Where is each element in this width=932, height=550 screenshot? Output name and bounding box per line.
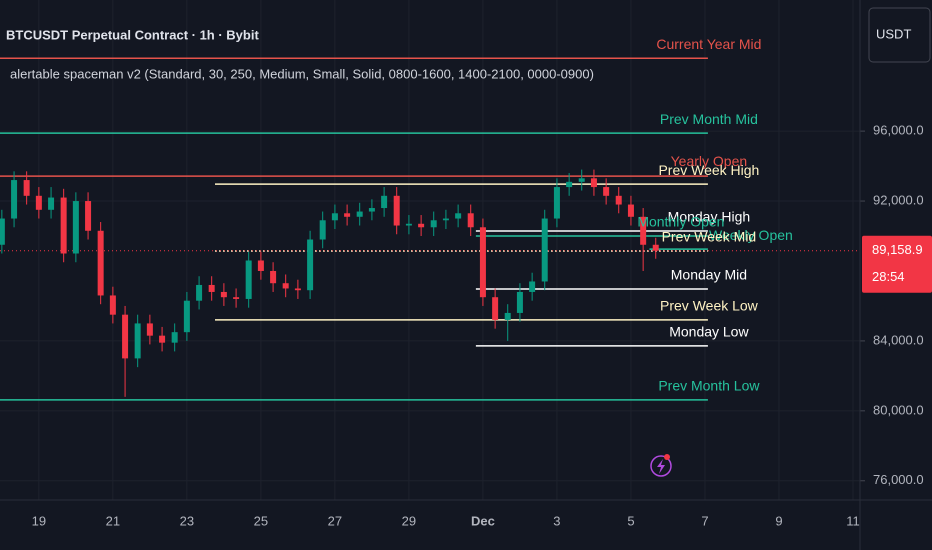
y-tick-label: 84,000.0	[873, 332, 924, 347]
candle-body	[504, 312, 511, 320]
candle-body	[615, 195, 622, 205]
candle-body	[455, 213, 462, 219]
x-tick-label: 27	[328, 513, 342, 528]
x-tick-label: 19	[32, 513, 46, 528]
candle-body	[109, 295, 116, 315]
candle-body	[196, 284, 203, 301]
candle-body	[307, 239, 314, 291]
candle-body	[245, 260, 252, 299]
candle-body	[442, 218, 449, 221]
level-label: Prev Week High	[658, 162, 759, 178]
x-tick-label: Dec	[471, 513, 495, 528]
candle-body	[640, 216, 647, 245]
candle-body	[479, 227, 486, 298]
candle-body	[208, 284, 215, 292]
candle-body	[627, 204, 634, 217]
x-tick-label: 7	[701, 513, 708, 528]
candle-body	[257, 260, 264, 271]
level-label: Monday Low	[669, 324, 749, 340]
x-tick-label: 5	[627, 513, 634, 528]
currency-button[interactable]	[868, 7, 931, 63]
candle-body	[590, 178, 597, 188]
candle-body	[516, 291, 523, 313]
x-tick-label: 25	[254, 513, 268, 528]
y-tick-label: 96,000.0	[873, 123, 924, 138]
alert-icon[interactable]	[650, 454, 672, 477]
candle-body	[282, 283, 289, 289]
candle-body	[23, 180, 30, 196]
candle-body	[492, 297, 499, 320]
candle-body	[48, 197, 55, 210]
candle-body	[35, 195, 42, 210]
candle-body	[553, 187, 560, 219]
level-label: Prev Week Low	[660, 298, 759, 314]
candle-body	[319, 220, 326, 240]
candle-body	[183, 300, 190, 333]
candle-body	[60, 197, 67, 254]
y-tick-label: 80,000.0	[873, 402, 924, 417]
candle-body	[418, 223, 425, 228]
candle-body	[430, 220, 437, 228]
candle-body	[529, 281, 536, 292]
levels	[0, 57, 860, 401]
candle-body	[368, 208, 375, 212]
candle-body	[652, 244, 659, 251]
level-label: Prev Month Mid	[660, 111, 758, 127]
candle-body	[11, 180, 18, 219]
candle-body	[171, 332, 178, 343]
last-price-box	[862, 235, 932, 293]
currency-label[interactable]: USDT	[876, 26, 911, 41]
candle-body	[97, 230, 104, 296]
candle-body	[233, 297, 240, 299]
candle-body	[220, 291, 227, 298]
candle-body	[122, 314, 129, 359]
level-label: Current Year Mid	[656, 36, 761, 52]
level-label: Yearly Open	[671, 153, 748, 169]
x-tick-label: 29	[402, 513, 416, 528]
level-label: Monthly Open	[637, 214, 724, 230]
candle-body	[344, 213, 351, 217]
level-label: Prev Week Mid	[662, 229, 757, 245]
candle-body	[356, 211, 363, 217]
level-label: Weekly Open	[709, 227, 793, 243]
candle-body	[0, 218, 5, 245]
candle-body	[578, 178, 585, 182]
level-label: Monday High	[668, 209, 751, 225]
candles	[0, 169, 659, 397]
candle-body	[134, 323, 141, 359]
candle-body	[331, 213, 338, 221]
chart-title: BTCUSDT Perpetual Contract · 1h · Bybit	[6, 27, 259, 42]
candle-body	[72, 201, 79, 254]
x-tick-label: 23	[180, 513, 194, 528]
candle-body	[146, 323, 153, 336]
candle-body	[566, 181, 573, 188]
y-tick-label: 92,000.0	[873, 192, 924, 207]
candle-body	[294, 288, 301, 291]
y-tick-label: 76,000.0	[873, 472, 924, 487]
countdown-label: 28:54	[872, 269, 905, 284]
candle-body	[603, 187, 610, 196]
level-label: Monday Mid	[671, 267, 747, 283]
x-tick-label: 11	[846, 513, 860, 528]
candle-body	[405, 223, 412, 226]
last-price-label: 89,158.9	[872, 242, 923, 257]
candle-body	[393, 195, 400, 226]
x-tick-label: 9	[775, 513, 782, 528]
candle-body	[467, 213, 474, 228]
candle-body	[381, 195, 388, 209]
candle-body	[270, 270, 277, 284]
candle-body	[541, 218, 548, 282]
candle-body	[159, 335, 166, 343]
indicator-label: alertable spaceman v2 (Standard, 30, 250…	[10, 66, 594, 81]
grid	[0, 0, 860, 500]
candle-body	[85, 201, 92, 231]
level-label: Prev Month Low	[658, 378, 760, 394]
x-tick-label: 21	[106, 513, 120, 528]
x-tick-label: 3	[553, 513, 560, 528]
